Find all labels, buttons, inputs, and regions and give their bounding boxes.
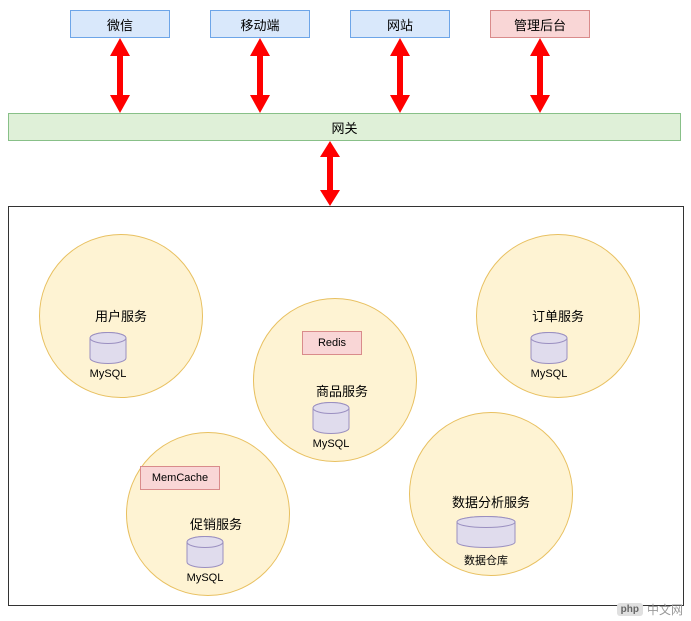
cache-label: MemCache (152, 472, 208, 484)
arrow-bidir-icon (248, 38, 272, 113)
db-label: MySQL (312, 438, 350, 450)
arrow-bidir-icon (388, 38, 412, 113)
promotion-service-label: 促销服务 (190, 514, 242, 533)
watermark-logo: php (617, 603, 643, 616)
analytics-service-label: 数据分析服务 (452, 492, 530, 511)
memcache-cache: MemCache (140, 466, 220, 490)
client-label: 微信 (107, 15, 133, 34)
arrow-bidir-icon (318, 141, 342, 206)
database-icon (456, 516, 516, 556)
db-label: MySQL (186, 572, 224, 584)
client-label: 网站 (387, 15, 413, 34)
gateway-label: 网关 (331, 118, 357, 137)
database-icon (186, 536, 224, 576)
db-label: MySQL (89, 368, 127, 380)
client-website: 网站 (350, 10, 450, 38)
client-wechat: 微信 (70, 10, 170, 38)
watermark: php 中文网 (617, 601, 683, 618)
cache-label: Redis (318, 337, 346, 349)
client-mobile: 移动端 (210, 10, 310, 38)
client-label: 管理后台 (514, 15, 566, 34)
gateway: 网关 (8, 113, 681, 141)
database-icon (312, 402, 350, 442)
client-admin: 管理后台 (490, 10, 590, 38)
database-icon (530, 332, 568, 372)
db-label: 数据仓库 (456, 552, 516, 568)
product-service-label: 商品服务 (316, 381, 368, 400)
db-label: MySQL (530, 368, 568, 380)
user-service-label: 用户服务 (95, 306, 147, 325)
database-icon (89, 332, 127, 372)
watermark-text: 中文网 (647, 601, 683, 618)
arrow-bidir-icon (108, 38, 132, 113)
arrow-bidir-icon (528, 38, 552, 113)
order-service-label: 订单服务 (532, 306, 584, 325)
redis-cache: Redis (302, 331, 362, 355)
client-label: 移动端 (240, 15, 279, 34)
